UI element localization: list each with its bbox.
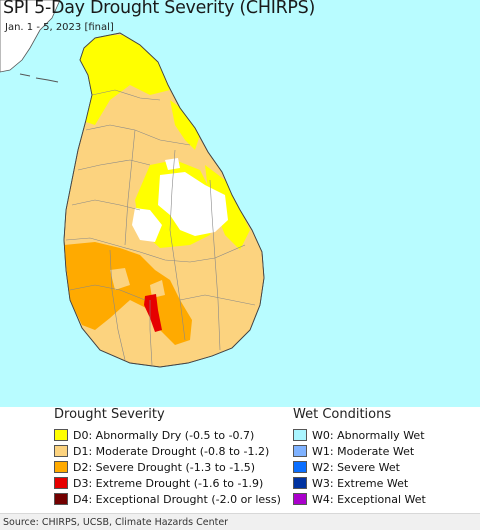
legend-item-d3: D3: Extreme Drought (-1.6 to -1.9) (54, 475, 281, 491)
d0-northeast-strip (170, 100, 200, 150)
swatch-d3 (54, 477, 68, 489)
legend-label-d2: D2: Severe Drought (-1.3 to -1.5) (73, 460, 256, 474)
map-subtitle: Jan. 1 - 5, 2023 [final] (5, 22, 114, 33)
legend-label-d0: D0: Abnormally Dry (-0.5 to -0.7) (73, 428, 255, 442)
legend-item-w1: W1: Moderate Wet (293, 443, 426, 459)
no-drought-island-bits (165, 158, 212, 212)
swatch-d2 (54, 461, 68, 473)
swatch-d4 (54, 493, 68, 505)
swatch-w2 (293, 461, 307, 473)
legend-item-d2: D2: Severe Drought (-1.3 to -1.5) (54, 459, 281, 475)
legend-label-w3: W3: Extreme Wet (312, 476, 409, 490)
sri-lanka-map (0, 0, 265, 368)
wet-legend-heading: Wet Conditions (293, 407, 392, 422)
legend-label-w2: W2: Severe Wet (312, 460, 400, 474)
d1-patch-in-d2 (110, 268, 165, 298)
wet-legend: Wet Conditions W0: Abnormally Wet W1: Mo… (293, 407, 426, 507)
swatch-w0 (293, 429, 307, 441)
d0-north-zone (75, 35, 170, 125)
legend-item-d4: D4: Exceptional Drought (-2.0 or less) (54, 491, 281, 507)
legend-label-w1: W1: Moderate Wet (312, 444, 415, 458)
swatch-d1 (54, 445, 68, 457)
legend-item-d0: D0: Abnormally Dry (-0.5 to -0.7) (54, 427, 281, 443)
legend-item-d1: D1: Moderate Drought (-0.8 to -1.2) (54, 443, 281, 459)
legend-label-d4: D4: Exceptional Drought (-2.0 or less) (73, 492, 281, 506)
swatch-w4 (293, 493, 307, 505)
map-title: SPI 5-Day Drought Severity (CHIRPS) (3, 0, 316, 18)
legend-item-w4: W4: Exceptional Wet (293, 491, 426, 507)
drought-legend-heading: Drought Severity (54, 407, 165, 422)
swatch-w3 (293, 477, 307, 489)
no-drought-west (132, 208, 162, 242)
legend-label-w0: W0: Abnormally Wet (312, 428, 425, 442)
legend-label-w4: W4: Exceptional Wet (312, 492, 426, 506)
d0-east-zone (205, 165, 250, 250)
legend-item-w2: W2: Severe Wet (293, 459, 426, 475)
source-credit: Source: CHIRPS, UCSB, Climate Hazards Ce… (0, 513, 480, 530)
swatch-d0 (54, 429, 68, 441)
legend-label-d1: D1: Moderate Drought (-0.8 to -1.2) (73, 444, 270, 458)
legend-item-w0: W0: Abnormally Wet (293, 427, 426, 443)
drought-legend: Drought Severity D0: Abnormally Dry (-0.… (54, 407, 281, 507)
map-panel: SPI 5-Day Drought Severity (CHIRPS) Jan.… (0, 0, 480, 407)
legend-item-w3: W3: Extreme Wet (293, 475, 426, 491)
d3-extreme-zone (144, 294, 162, 332)
india-coast (0, 0, 61, 73)
adams-bridge (19, 73, 59, 83)
swatch-w1 (293, 445, 307, 457)
legend-label-d3: D3: Extreme Drought (-1.6 to -1.9) (73, 476, 264, 490)
district-boundaries (65, 89, 256, 366)
